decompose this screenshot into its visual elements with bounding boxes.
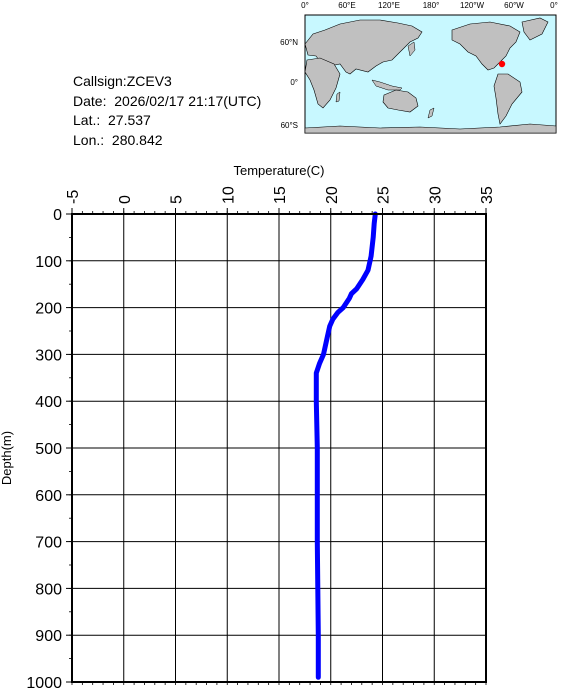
map-label-120w: 120°W — [460, 1, 485, 10]
map-greenland — [521, 17, 549, 41]
y-tick-label: 100 — [35, 254, 62, 271]
x-tick-label: 35 — [479, 186, 496, 204]
x-tick-label: 15 — [272, 186, 289, 204]
y-tick-label: 0 — [53, 207, 62, 224]
map-new-zealand — [427, 107, 435, 119]
chart-tick-labels: -5 0 5 10 15 20 25 30 35010020030040050060070080… — [26, 186, 496, 690]
map-label-60e: 60°E — [338, 1, 355, 10]
plot-frame — [71, 213, 487, 683]
y-tick-label: 500 — [35, 441, 62, 458]
chart-grid — [71, 213, 487, 683]
map-africa — [304, 57, 341, 109]
y-tick-label: 900 — [35, 628, 62, 645]
x-tick-label: 30 — [427, 186, 444, 204]
map-label-0w: 0° — [550, 1, 558, 10]
map-position-marker — [498, 60, 506, 68]
x-tick-label: -5 — [65, 190, 82, 204]
map-label-180: 180° — [423, 1, 440, 10]
map-indonesia — [371, 79, 403, 91]
map-label-eq: 0° — [290, 78, 298, 87]
map-label-120e: 120°E — [378, 1, 400, 10]
callsign-text: Callsign:ZCEV3 — [73, 73, 172, 89]
y-tick-label: 600 — [35, 488, 62, 505]
y-axis-label: Depth(m) — [0, 431, 14, 485]
y-tick-label: 400 — [35, 394, 62, 411]
map-label-60s: 60°S — [281, 121, 298, 130]
y-tick-label: 700 — [35, 535, 62, 552]
map-label-60w: 60°W — [504, 1, 524, 10]
y-tick-label: 300 — [35, 347, 62, 364]
x-axis-label: Temperature(C) — [233, 163, 324, 178]
date-text: Date: 2026/02/17 21:17(UTC) — [73, 92, 262, 109]
chart-ticks — [66, 208, 487, 685]
chart-series — [313, 211, 378, 680]
map-madagascar — [335, 91, 341, 103]
map-label-60n: 60°N — [280, 38, 298, 47]
y-tick-label: 1000 — [26, 675, 62, 690]
station-info: Callsign:ZCEV3 Date: 2026/02/17 21:17(UT… — [73, 72, 261, 150]
y-tick-label: 200 — [35, 301, 62, 318]
x-tick-label: 0 — [117, 195, 134, 204]
map-left-labels: 60°N 0° 60°S — [280, 38, 298, 130]
lon-text: Lon.: 280.842 — [73, 131, 163, 148]
x-tick-label: 10 — [220, 186, 237, 204]
map-top-labels: 0° 60°E 120°E 180° 120°W 60°W 0° — [301, 1, 558, 10]
x-tick-label: 5 — [169, 195, 186, 204]
x-tick-label: 25 — [376, 186, 393, 204]
map-label-0e: 0° — [301, 1, 309, 10]
y-tick-label: 800 — [35, 581, 62, 598]
temperature-profile-line — [313, 211, 378, 680]
map-south-america — [493, 73, 523, 125]
lat-text: Lat.: 27.537 — [73, 112, 151, 128]
map-japan — [407, 41, 416, 57]
x-tick-label: 20 — [324, 186, 341, 204]
map-antarctica — [304, 123, 557, 134]
map-australia — [382, 89, 419, 113]
